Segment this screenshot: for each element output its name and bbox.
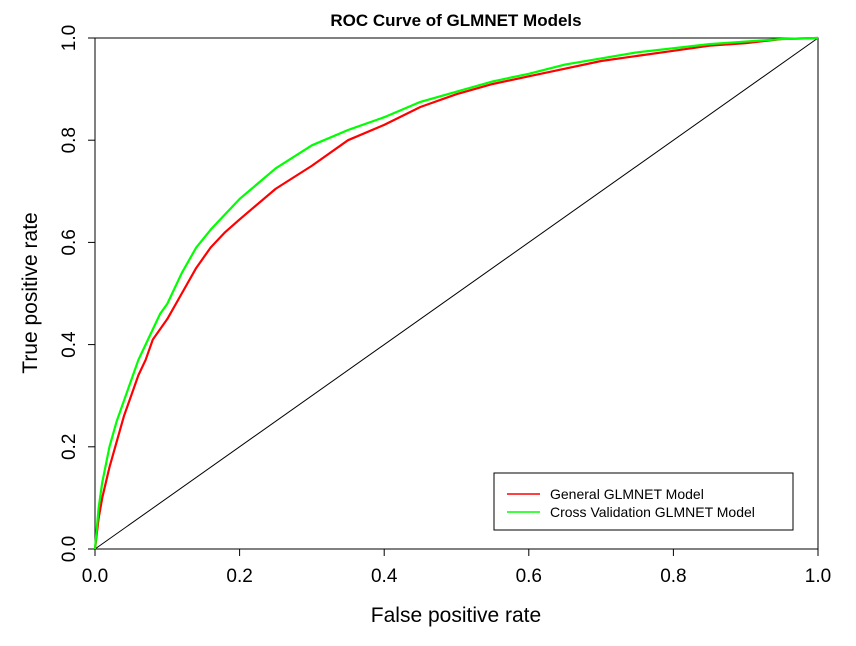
x-tick-label: 0.8 — [660, 566, 686, 587]
y-tick-label: 0.6 — [59, 229, 80, 255]
y-tick-label: 0.8 — [59, 127, 80, 153]
legend-label-general: General GLMNET Model — [550, 486, 704, 502]
diagonal-reference-line — [95, 38, 818, 549]
y-axis: 0.0 0.2 0.4 0.6 0.8 1.0 — [59, 25, 95, 562]
y-tick-label: 0.4 — [59, 331, 80, 358]
legend: General GLMNET Model Cross Validation GL… — [494, 473, 793, 530]
x-tick-label: 0.6 — [516, 566, 542, 587]
chart-title: ROC Curve of GLMNET Models — [330, 11, 581, 30]
y-axis-label: True positive rate — [19, 212, 42, 373]
series-layer — [95, 38, 818, 549]
x-tick-label: 0.0 — [82, 566, 108, 587]
x-tick-label: 0.4 — [371, 566, 398, 587]
y-tick-label: 1.0 — [59, 25, 80, 51]
y-tick-label: 0.0 — [59, 536, 80, 562]
x-axis: 0.0 0.2 0.4 0.6 0.8 1.0 — [82, 549, 831, 587]
x-axis-label: False positive rate — [371, 604, 541, 627]
x-tick-label: 0.2 — [226, 566, 252, 587]
legend-label-cross-validation: Cross Validation GLMNET Model — [550, 504, 755, 520]
y-tick-label: 0.2 — [59, 434, 80, 460]
x-tick-label: 1.0 — [805, 566, 831, 587]
